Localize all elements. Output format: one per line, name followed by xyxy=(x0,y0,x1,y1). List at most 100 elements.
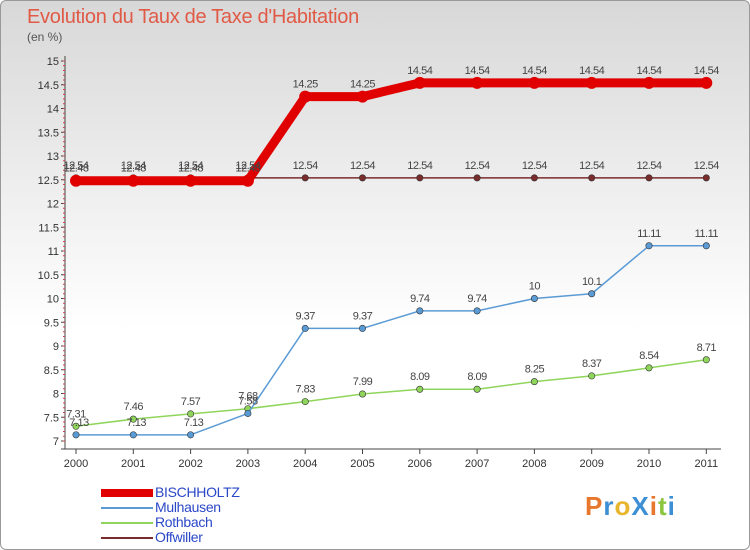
y-tick-label: 13.5 xyxy=(38,127,59,139)
data-point xyxy=(528,76,541,89)
x-tick-label: 2011 xyxy=(694,458,718,470)
data-label: 12.54 xyxy=(63,160,88,172)
y-tick-label: 12.5 xyxy=(38,175,59,187)
data-point xyxy=(127,174,140,187)
data-point xyxy=(187,410,195,418)
data-point xyxy=(301,174,309,182)
data-point xyxy=(244,409,252,417)
data-point xyxy=(358,390,366,398)
data-point xyxy=(473,307,481,315)
y-tick-label: 14.5 xyxy=(38,80,59,92)
data-point xyxy=(70,174,82,187)
data-label: 10.1 xyxy=(582,276,602,288)
legend-swatch xyxy=(101,489,153,497)
data-label: 14.54 xyxy=(694,65,719,77)
data-label: 8.54 xyxy=(639,350,659,362)
data-label: 7.13 xyxy=(127,417,147,429)
x-tick-label: 2007 xyxy=(465,458,489,470)
data-point xyxy=(299,90,312,103)
data-label: 12.54 xyxy=(579,160,604,172)
data-point xyxy=(473,174,481,182)
series-line-bischholtz xyxy=(71,78,711,186)
chart-title: Evolution du Taux de Taxe d'Habitation xyxy=(27,6,359,28)
data-point xyxy=(129,415,137,423)
x-tick-label: 2010 xyxy=(637,458,661,470)
data-label: 8.37 xyxy=(582,358,602,370)
data-label: 7.46 xyxy=(124,401,144,413)
data-point xyxy=(702,174,710,182)
y-tick-label: 7 xyxy=(53,436,59,448)
data-point xyxy=(187,431,195,439)
data-point xyxy=(530,378,538,386)
x-tick-label: 2008 xyxy=(522,458,546,470)
data-point xyxy=(530,294,538,302)
data-label: 12.48 xyxy=(121,163,146,175)
data-label: 7.57 xyxy=(181,396,201,408)
y-tick-label: 11.5 xyxy=(38,222,59,234)
x-tick-label: 2000 xyxy=(64,458,88,470)
legend-swatch xyxy=(101,537,153,539)
data-point xyxy=(416,385,424,393)
legend-label: Offwiller xyxy=(155,529,203,545)
data-point xyxy=(241,174,254,187)
data-label: 8.25 xyxy=(525,364,545,376)
data-point xyxy=(588,290,596,298)
data-label: 7.99 xyxy=(353,376,373,388)
data-label: 12.48 xyxy=(235,163,260,175)
x-tick-label: 2003 xyxy=(236,458,260,470)
data-label: 7.13 xyxy=(184,417,204,429)
unit-label: (en %) xyxy=(27,30,63,44)
data-label: 14.54 xyxy=(636,65,661,77)
logo-letter: P xyxy=(585,491,604,521)
data-point xyxy=(471,76,484,89)
data-point xyxy=(702,242,710,250)
data-label: 9.37 xyxy=(295,310,315,322)
data-label: 7.31 xyxy=(66,408,86,420)
data-point xyxy=(358,324,366,332)
data-label: 14.54 xyxy=(407,65,432,77)
data-label: 12.54 xyxy=(121,160,146,172)
logo-letter: i xyxy=(667,491,676,521)
data-label: 7.68 xyxy=(238,391,258,403)
data-point xyxy=(413,76,426,89)
logo-letter: o xyxy=(614,491,632,521)
x-tick-label: 2006 xyxy=(408,458,432,470)
data-point xyxy=(72,422,80,430)
y-tick-label: 12 xyxy=(47,199,59,211)
data-label: 8.09 xyxy=(410,371,430,383)
x-tick-label: 2004 xyxy=(293,458,317,470)
legend-label: Mulhausen xyxy=(155,499,221,515)
data-label: 9.37 xyxy=(353,310,373,322)
data-label: 12.54 xyxy=(465,160,490,172)
data-label: 9.74 xyxy=(410,293,430,305)
y-tick-label: 14 xyxy=(47,104,59,116)
data-label: 10 xyxy=(529,281,541,293)
data-label: 12.48 xyxy=(63,163,88,175)
legend-label: BISCHHOLTZ xyxy=(155,484,240,500)
data-label: 8.09 xyxy=(467,371,487,383)
data-label: 14.54 xyxy=(465,65,490,77)
y-tick-label: 9 xyxy=(53,341,59,353)
logo-letter: t xyxy=(657,491,668,521)
data-point xyxy=(473,385,481,393)
data-label: 8.71 xyxy=(697,342,717,354)
data-label: 14.25 xyxy=(293,79,318,91)
data-point xyxy=(129,431,137,439)
data-label: 12.54 xyxy=(235,160,260,172)
data-point xyxy=(416,174,424,182)
data-label: 12.54 xyxy=(293,160,318,172)
data-label: 11.11 xyxy=(695,228,719,240)
data-point xyxy=(356,90,369,103)
data-point xyxy=(184,174,197,187)
y-tick-label: 7.5 xyxy=(44,412,59,424)
proxiti-logo: ProXiti xyxy=(585,491,676,522)
y-tick-label: 13 xyxy=(47,151,59,163)
data-label: 7.13 xyxy=(69,417,89,429)
data-point xyxy=(700,76,713,89)
y-tick-label: 8 xyxy=(53,389,59,401)
data-point xyxy=(588,174,596,182)
logo-letter: i xyxy=(649,491,658,521)
series-line-mulhausen xyxy=(75,245,708,436)
data-point xyxy=(530,174,538,182)
